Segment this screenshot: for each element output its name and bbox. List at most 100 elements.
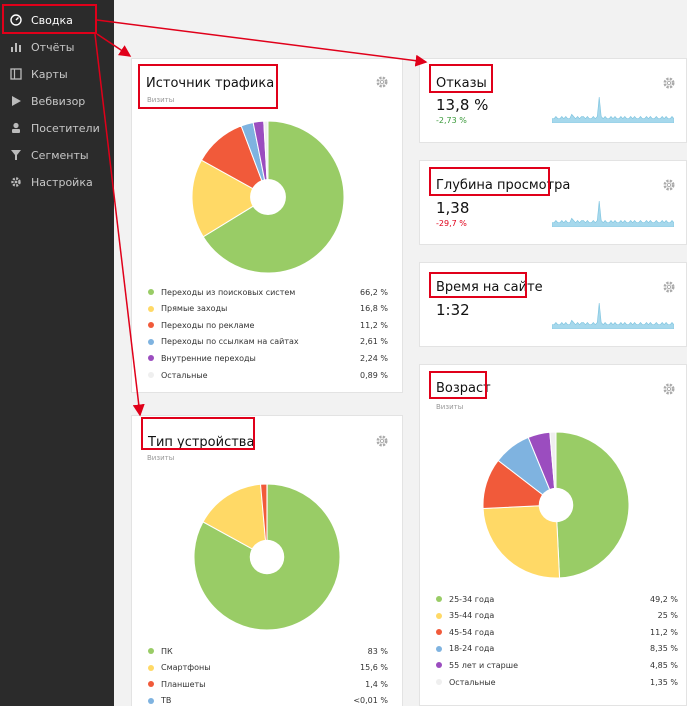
bounce-sparkline	[552, 96, 674, 123]
legend-label: Переходы по ссылкам на сайтах	[161, 337, 299, 347]
legend-dot	[148, 322, 154, 329]
legend-item[interactable]: Внутренние переходы 2,24 %	[148, 351, 388, 365]
sidebar-item-reports[interactable]: Отчёты	[0, 34, 114, 60]
legend-value: 15,6 %	[360, 663, 388, 673]
metric-value: 13,8 %	[436, 96, 489, 114]
legend-item[interactable]: ПК 83 %	[148, 644, 388, 658]
legend-dot	[436, 596, 442, 602]
legend-value: 2,24 %	[360, 353, 388, 363]
pie-slice-5[interactable]	[549, 431, 557, 506]
person-icon	[9, 121, 23, 135]
legend-label: 55 лет и старше	[449, 660, 518, 670]
legend-item[interactable]: ТВ <0,01 %	[148, 694, 388, 706]
sidebar-item-summary[interactable]: Сводка	[0, 7, 114, 33]
pie-center-hole	[250, 179, 286, 215]
metric-delta: -29,7 %	[436, 219, 467, 228]
legend-item[interactable]: Планшеты 1,4 %	[148, 677, 388, 691]
legend-dot	[436, 612, 442, 619]
legend-value: 11,2 %	[360, 320, 388, 330]
widget-title: Тип устройства	[148, 435, 255, 450]
legend-item[interactable]: Остальные 0,89 %	[148, 368, 388, 382]
legend-dot	[148, 648, 154, 654]
legend-value: 25 %	[657, 611, 678, 621]
legend-item[interactable]: Переходы из поисковых систем 66,2 %	[148, 285, 388, 299]
pie-center-hole	[249, 539, 285, 575]
pie-slice-1[interactable]	[202, 483, 268, 558]
legend-label: Смартфоны	[161, 663, 211, 673]
traffic-pie-chart	[191, 120, 345, 274]
age-widget: Возраст Визиты 25-34 года 49,2 % 35-44 год…	[419, 364, 687, 706]
legend-item[interactable]: 25-34 года 49,2 %	[436, 592, 678, 606]
widget-title: Время на сайте	[436, 280, 543, 295]
traffic-source-widget: Источник трафика Визиты Переходы из поис…	[131, 58, 403, 393]
legend-item[interactable]: 18-24 года 8,35 %	[436, 642, 678, 656]
metric-value: 1,38	[436, 199, 470, 217]
sidebar-item-visitors[interactable]: Посетители	[0, 115, 114, 141]
legend-value: 2,61 %	[360, 337, 388, 347]
legend-dot	[148, 289, 154, 295]
legend-label: Переходы из поисковых систем	[161, 287, 296, 297]
sidebar-item-webvisor[interactable]: Вебвизор	[0, 88, 114, 114]
age-pie-chart	[482, 431, 630, 579]
settings-gear-icon[interactable]	[375, 75, 389, 89]
device-type-widget: Тип устройства Визиты ПК 83 % Смартфоны 15,…	[131, 415, 403, 706]
widget-title: Возраст	[436, 381, 491, 396]
sparkline-area	[552, 302, 674, 329]
sparkline-area	[552, 96, 674, 123]
legend-item[interactable]: 35-44 года 25 %	[436, 609, 678, 623]
settings-gear-icon[interactable]	[662, 280, 676, 294]
pie-slice-1[interactable]	[482, 504, 561, 579]
sidebar-item-label: Сводка	[31, 13, 73, 27]
legend-label: Переходы по рекламе	[161, 320, 255, 330]
sidebar-item-maps[interactable]: Карты	[0, 61, 114, 87]
legend-item[interactable]: Переходы по рекламе 11,2 %	[148, 318, 388, 332]
sidebar-item-segments[interactable]: Сегменты	[0, 142, 114, 168]
sparkline-area	[552, 200, 674, 227]
legend-item[interactable]: Прямые заходы 16,8 %	[148, 302, 388, 316]
legend-item[interactable]: Переходы по ссылкам на сайтах 2,61 %	[148, 335, 388, 349]
legend-label: Внутренние переходы	[161, 353, 256, 363]
legend-value: <0,01 %	[353, 696, 388, 706]
legend-value: 16,8 %	[360, 304, 388, 314]
sidebar-item-label: Отчёты	[31, 40, 75, 54]
settings-gear-icon[interactable]	[662, 178, 676, 192]
settings-gear-icon[interactable]	[375, 434, 389, 448]
pie-slice-5[interactable]	[263, 120, 269, 198]
sidebar-item-label: Карты	[31, 67, 68, 81]
legend-label: ПК	[161, 646, 173, 656]
widget-title: Источник трафика	[146, 76, 275, 91]
legend-item[interactable]: 45-54 года 11,2 %	[436, 625, 678, 639]
pie-center-hole	[538, 487, 574, 523]
pie-slice-1[interactable]	[191, 159, 269, 238]
legend-item[interactable]: Смартфоны 15,6 %	[148, 661, 388, 675]
time-sparkline	[552, 302, 674, 329]
bounce-rate-widget: Отказы 13,8 % -2,73 %	[419, 58, 687, 143]
pie-slice-0[interactable]	[193, 483, 341, 631]
legend-dot	[148, 697, 154, 704]
device-pie-chart	[193, 483, 341, 631]
legend-label: Планшеты	[161, 679, 206, 689]
settings-gear-icon[interactable]	[662, 382, 676, 396]
sidebar-item-settings[interactable]: Настройка	[0, 169, 114, 195]
depth-sparkline	[552, 200, 674, 227]
traffic-legend: Переходы из поисковых систем 66,2 % Прямые…	[148, 285, 388, 380]
legend-value: 1,35 %	[650, 677, 678, 687]
legend-dot	[148, 305, 154, 312]
legend-value: 4,85 %	[650, 660, 678, 670]
pie-slice-0[interactable]	[555, 431, 630, 579]
map-icon	[9, 67, 23, 81]
widget-subtitle: Визиты	[436, 403, 464, 411]
widget-subtitle: Визиты	[147, 96, 175, 104]
legend-dot	[148, 372, 154, 378]
sidebar-item-label: Вебвизор	[31, 94, 86, 108]
legend-value: 66,2 %	[360, 287, 388, 297]
settings-gear-icon[interactable]	[662, 76, 676, 90]
age-legend: 25-34 года 49,2 % 35-44 года 25 % 45-54 года…	[436, 592, 678, 687]
legend-dot	[148, 338, 154, 345]
legend-item[interactable]: Остальные 1,35 %	[436, 675, 678, 689]
legend-item[interactable]: 55 лет и старше 4,85 %	[436, 658, 678, 672]
metric-delta: -2,73 %	[436, 116, 467, 125]
legend-label: 35-44 года	[449, 611, 495, 621]
legend-dot	[148, 681, 154, 688]
legend-label: Остальные	[161, 370, 208, 380]
